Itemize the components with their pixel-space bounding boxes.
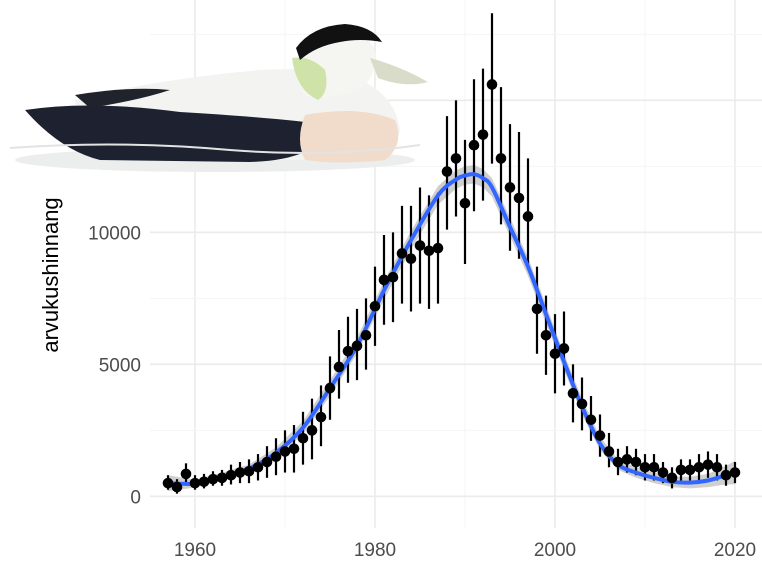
eider-water-line <box>9 143 421 155</box>
data-point <box>666 472 678 484</box>
data-point <box>306 425 318 436</box>
data-point <box>180 468 192 480</box>
data-point <box>234 467 246 478</box>
data-point <box>504 182 516 193</box>
data-point <box>414 240 426 251</box>
eider-cap <box>296 24 382 60</box>
data-point <box>279 446 291 457</box>
data-point <box>216 472 228 484</box>
data-point <box>720 469 732 481</box>
data-point <box>513 192 525 204</box>
data-point <box>711 461 723 473</box>
y-tick-label: 5000 <box>99 355 141 376</box>
data-point <box>603 446 615 457</box>
y-axis-label: arvukushinnang <box>38 197 63 352</box>
data-point <box>225 469 237 481</box>
data-point <box>567 388 579 399</box>
data-point <box>585 414 597 426</box>
data-point <box>441 166 453 177</box>
data-point <box>702 459 714 470</box>
x-tick-label: 2020 <box>714 540 756 561</box>
data-point <box>324 382 336 394</box>
x-tick-label: 2000 <box>534 540 576 561</box>
data-point <box>243 465 255 477</box>
eider-wing <box>75 88 170 108</box>
eider-body <box>25 105 330 162</box>
data-point <box>369 300 381 312</box>
data-point <box>594 430 606 441</box>
data-point <box>684 464 696 476</box>
y-tick-label: 0 <box>130 487 141 508</box>
data-point <box>477 129 489 140</box>
data-point <box>657 467 669 478</box>
data-point <box>342 345 354 357</box>
x-tick-label: 1980 <box>354 540 396 561</box>
data-point <box>162 477 174 489</box>
data-point <box>432 242 444 254</box>
data-point <box>486 79 498 90</box>
data-point <box>270 451 282 463</box>
data-point <box>207 473 219 485</box>
data-point <box>495 153 507 164</box>
data-point <box>621 454 633 465</box>
data-point <box>333 361 345 373</box>
data-point <box>378 274 390 286</box>
data-point <box>558 343 570 354</box>
data-point <box>315 411 327 423</box>
eider-breast <box>300 111 399 163</box>
data-point <box>576 398 588 410</box>
data-point <box>630 456 642 468</box>
data-point <box>729 467 741 478</box>
data-point <box>297 432 309 444</box>
data-point <box>612 456 624 468</box>
data-point <box>522 211 534 222</box>
data-point <box>396 248 408 259</box>
data-point <box>675 464 687 476</box>
data-point <box>252 461 264 473</box>
data-point <box>387 271 399 283</box>
y-axis-ticks: 0 5000 10000 <box>88 223 141 508</box>
x-axis-ticks: 1960 1980 2000 2020 <box>174 540 756 561</box>
data-point <box>693 461 705 473</box>
x-tick-label: 1960 <box>174 540 216 561</box>
smooth-ribbon <box>168 165 735 491</box>
eider-nape <box>292 57 327 100</box>
confidence-ribbon <box>168 165 735 491</box>
data-point <box>351 340 363 352</box>
data-point <box>540 329 552 341</box>
data-point <box>423 245 435 257</box>
y-tick-label: 10000 <box>88 223 141 244</box>
data-point <box>198 476 210 488</box>
data-point <box>171 481 183 493</box>
data-point <box>261 456 273 468</box>
data-point <box>648 461 660 473</box>
data-point <box>405 253 417 265</box>
data-points <box>162 79 741 493</box>
data-point <box>531 303 543 315</box>
data-point <box>450 153 462 164</box>
data-point <box>459 197 471 209</box>
data-point <box>189 477 201 489</box>
data-point <box>360 329 372 341</box>
eider-duck-illustration <box>9 24 428 172</box>
data-point <box>468 139 480 151</box>
smooth-curve <box>167 172 736 487</box>
smooth-line <box>167 172 736 487</box>
data-point <box>288 443 300 455</box>
data-point <box>639 461 651 473</box>
data-point <box>549 348 561 360</box>
eider-bill <box>370 58 428 85</box>
